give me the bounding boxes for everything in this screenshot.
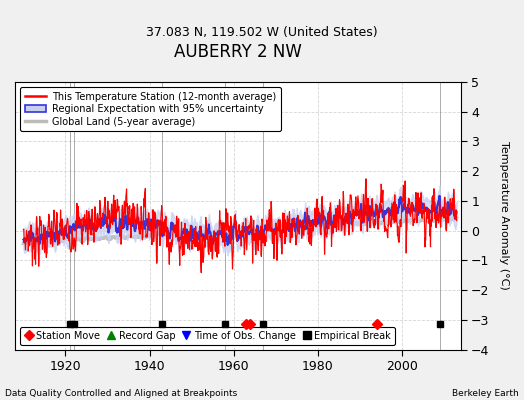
- Text: Data Quality Controlled and Aligned at Breakpoints: Data Quality Controlled and Aligned at B…: [5, 389, 237, 398]
- Text: 37.083 N, 119.502 W (United States): 37.083 N, 119.502 W (United States): [146, 26, 378, 39]
- Title: AUBERRY 2 NW: AUBERRY 2 NW: [174, 43, 302, 61]
- Text: Berkeley Earth: Berkeley Earth: [452, 389, 519, 398]
- Legend: Station Move, Record Gap, Time of Obs. Change, Empirical Break: Station Move, Record Gap, Time of Obs. C…: [20, 327, 395, 345]
- Y-axis label: Temperature Anomaly (°C): Temperature Anomaly (°C): [499, 142, 509, 290]
